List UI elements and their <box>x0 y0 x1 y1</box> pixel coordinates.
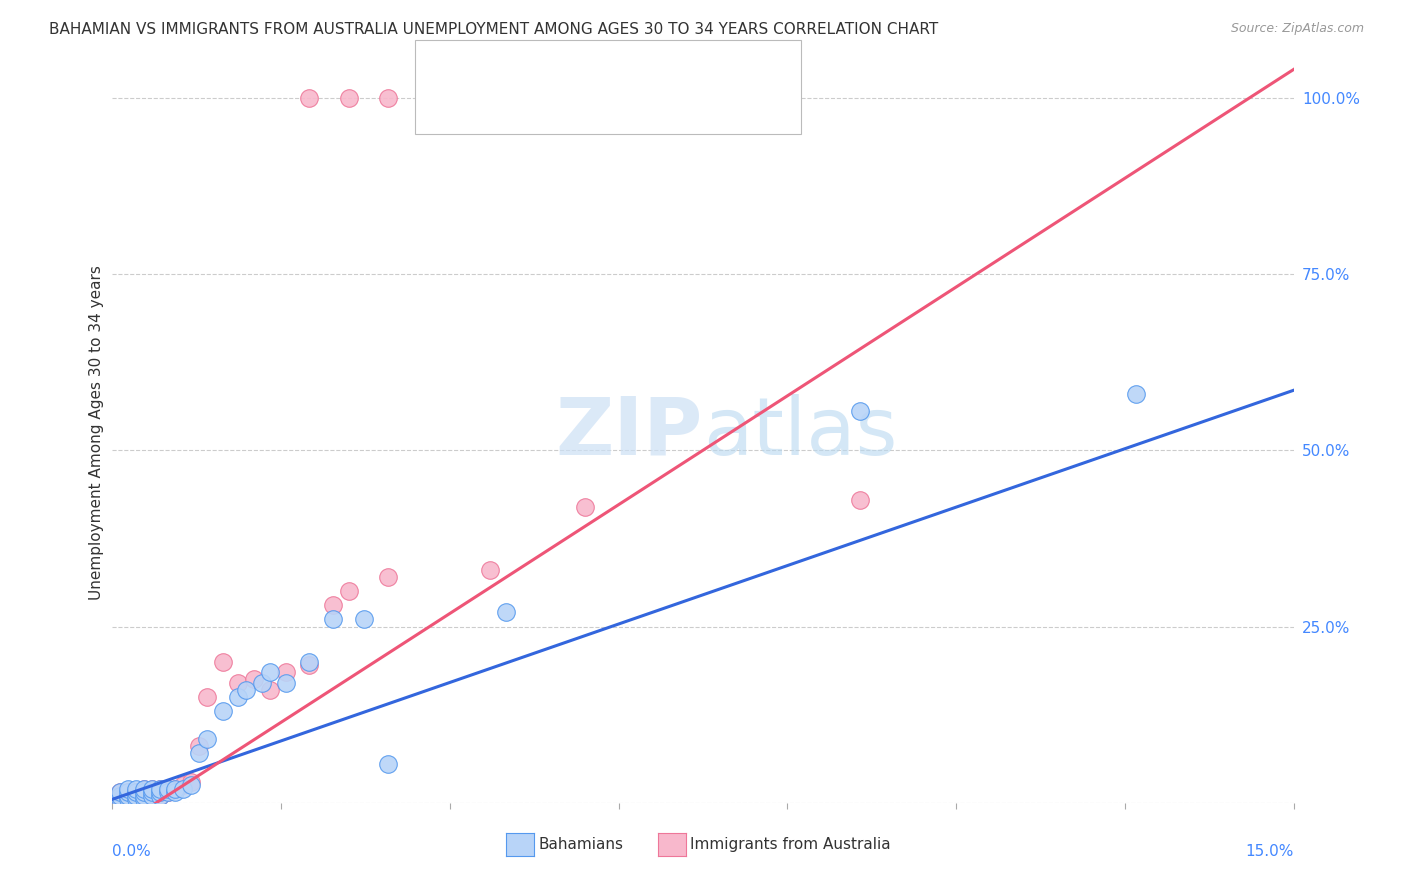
Point <box>298 91 321 105</box>
Point <box>141 781 163 796</box>
Point <box>141 785 163 799</box>
Point <box>125 792 148 806</box>
Point <box>110 792 132 806</box>
Point <box>298 658 321 673</box>
Point <box>259 665 281 680</box>
Point <box>211 655 233 669</box>
Point <box>149 785 172 799</box>
Point <box>110 792 132 806</box>
Point <box>337 584 360 599</box>
Point <box>228 676 250 690</box>
Point <box>353 612 375 626</box>
Point <box>156 785 179 799</box>
Point <box>479 563 502 577</box>
Point <box>117 789 139 803</box>
Text: atlas: atlas <box>703 393 897 472</box>
Point <box>274 676 297 690</box>
Text: ZIP: ZIP <box>555 393 703 472</box>
Point <box>180 778 202 792</box>
Point <box>250 676 273 690</box>
Point <box>125 792 148 806</box>
Point <box>156 781 179 796</box>
Text: 0.751: 0.751 <box>512 98 560 116</box>
Point <box>211 704 233 718</box>
Point <box>259 683 281 698</box>
Point <box>377 91 399 105</box>
Point <box>228 690 250 704</box>
Text: Source: ZipAtlas.com: Source: ZipAtlas.com <box>1230 22 1364 36</box>
Point <box>110 785 132 799</box>
Point <box>141 789 163 803</box>
Point <box>165 781 187 796</box>
Text: Bahamians: Bahamians <box>538 838 623 852</box>
Point <box>149 781 172 796</box>
Point <box>172 781 194 796</box>
Point <box>1125 387 1147 401</box>
Point <box>188 747 211 761</box>
Point <box>117 785 139 799</box>
Point <box>188 739 211 754</box>
Point <box>337 91 360 105</box>
Y-axis label: Unemployment Among Ages 30 to 34 years: Unemployment Among Ages 30 to 34 years <box>89 265 104 600</box>
Text: 15.0%: 15.0% <box>1246 845 1294 860</box>
Point <box>132 789 155 803</box>
Point <box>132 785 155 799</box>
Point <box>495 606 517 620</box>
Point <box>274 665 297 680</box>
Text: N =: N = <box>582 98 619 116</box>
Point <box>574 500 596 514</box>
Point <box>141 781 163 796</box>
Text: 39: 39 <box>614 98 636 116</box>
Point <box>125 789 148 803</box>
Point <box>117 792 139 806</box>
Point <box>141 785 163 799</box>
Point <box>149 789 172 803</box>
Point <box>132 789 155 803</box>
Point <box>849 404 872 418</box>
Text: R =: R = <box>481 98 517 116</box>
Point <box>125 785 148 799</box>
Point <box>322 612 344 626</box>
Text: 0.827: 0.827 <box>512 60 560 78</box>
Text: R =: R = <box>481 60 517 78</box>
Point <box>195 690 218 704</box>
Point <box>243 673 266 687</box>
Point <box>377 757 399 772</box>
Text: BAHAMIAN VS IMMIGRANTS FROM AUSTRALIA UNEMPLOYMENT AMONG AGES 30 TO 34 YEARS COR: BAHAMIAN VS IMMIGRANTS FROM AUSTRALIA UN… <box>49 22 938 37</box>
Text: N =: N = <box>582 60 619 78</box>
Point <box>117 781 139 796</box>
Point <box>117 789 139 803</box>
Point <box>298 655 321 669</box>
Point <box>132 781 155 796</box>
Point <box>125 789 148 803</box>
Text: Immigrants from Australia: Immigrants from Australia <box>690 838 891 852</box>
Point <box>149 789 172 803</box>
Point <box>125 781 148 796</box>
Point <box>195 732 218 747</box>
Point <box>132 785 155 799</box>
Point <box>156 781 179 796</box>
Point <box>849 492 872 507</box>
Point <box>110 789 132 803</box>
Text: 42: 42 <box>614 60 636 78</box>
Point <box>110 785 132 799</box>
Point <box>141 789 163 803</box>
Point <box>165 785 187 799</box>
Point <box>149 781 172 796</box>
Text: 0.0%: 0.0% <box>112 845 152 860</box>
Point <box>172 778 194 792</box>
Point <box>110 789 132 803</box>
Point <box>235 683 257 698</box>
Point <box>132 792 155 806</box>
Point <box>180 774 202 789</box>
Point <box>322 599 344 613</box>
Point <box>165 781 187 796</box>
Point <box>125 785 148 799</box>
Point <box>117 792 139 806</box>
Point <box>156 785 179 799</box>
Point <box>117 785 139 799</box>
Point <box>132 781 155 796</box>
Point <box>377 570 399 584</box>
